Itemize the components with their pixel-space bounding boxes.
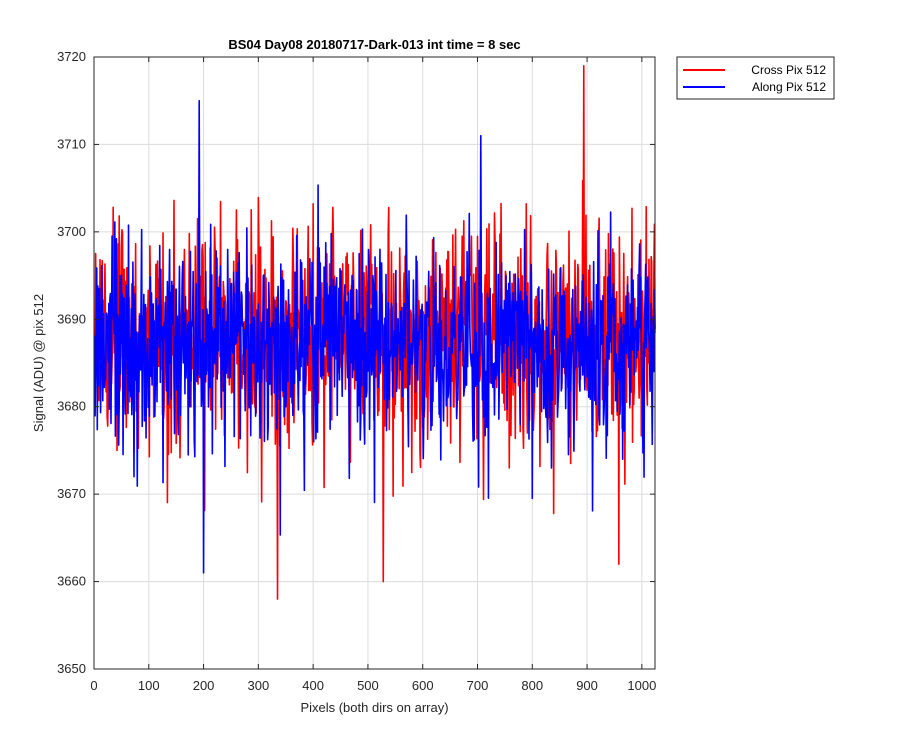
plot-frame: [93, 56, 656, 670]
y-tick-label: 3670: [57, 486, 86, 501]
x-tick-label: 1000: [627, 678, 656, 693]
legend-box: [676, 56, 835, 100]
series-layer: [93, 64, 656, 600]
x-tick-label: 400: [302, 678, 324, 693]
legend-label: Along Pix 512: [752, 80, 826, 94]
y-tick-label: 3690: [57, 311, 86, 326]
chart-title: BS04 Day08 20180717-Dark-013 int time = …: [228, 37, 520, 52]
y-tick-label: 3710: [57, 136, 86, 151]
y-tick-label: 3700: [57, 224, 86, 239]
y-tick-label: 3680: [57, 399, 86, 414]
y-tick-label: 3650: [57, 661, 86, 676]
tick-labels: 0 100 200 300 400 500 600 700 800 900 1000 3650 3660…: [57, 49, 656, 693]
series-line-along-pix-512: [93, 99, 656, 574]
ticks: [93, 56, 655, 670]
y-tick-label: 3720: [57, 49, 86, 64]
y-tick-label: 3660: [57, 574, 86, 589]
x-tick-label: 0: [90, 678, 97, 693]
x-axis-label: Pixels (both dirs on array): [300, 700, 448, 715]
x-tick-label: 700: [467, 678, 489, 693]
legend-label: Cross Pix 512: [751, 63, 826, 77]
x-tick-label: 600: [412, 678, 434, 693]
x-tick-label: 100: [138, 678, 160, 693]
y-axis-label: Signal (ADU) @ pix 512: [31, 294, 46, 432]
x-tick-label: 200: [193, 678, 215, 693]
legend: Cross Pix 512 Along Pix 512: [676, 56, 835, 100]
x-tick-label: 900: [576, 678, 598, 693]
x-tick-label: 300: [248, 678, 270, 693]
x-tick-label: 500: [357, 678, 379, 693]
x-tick-label: 800: [521, 678, 543, 693]
